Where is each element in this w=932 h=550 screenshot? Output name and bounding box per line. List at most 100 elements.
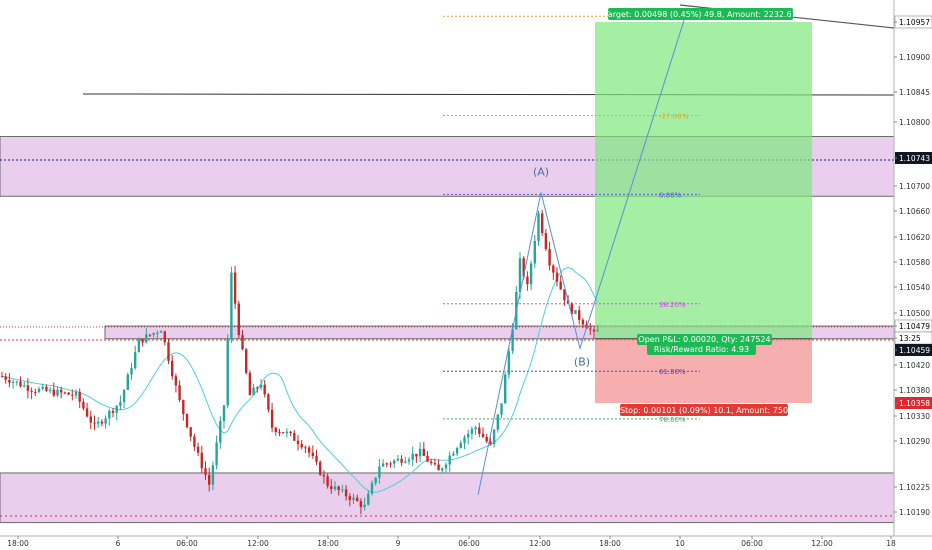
candle-body xyxy=(448,455,451,465)
stop-label: Stop: 0.00101 (0.09%) 10.1, Amount: 750 xyxy=(620,406,788,415)
candle-body xyxy=(322,474,326,477)
wave-label: (B) xyxy=(574,355,590,368)
candle-body xyxy=(226,339,229,406)
candle-body xyxy=(330,486,333,490)
candle-body xyxy=(60,389,63,393)
candle-body xyxy=(500,403,503,415)
candle-body xyxy=(230,272,233,340)
candle-body xyxy=(570,303,573,314)
candle-body xyxy=(130,368,133,375)
price-tick-8: 1.10580 xyxy=(899,258,930,267)
candle-body xyxy=(296,440,300,445)
candle-body xyxy=(544,233,548,250)
candle-body xyxy=(23,385,26,387)
price-tick-16: 1.10358 xyxy=(899,399,930,408)
candle-body xyxy=(8,379,11,383)
candle-body xyxy=(100,421,104,424)
time-tick-1: 6 xyxy=(116,539,121,548)
time-axis[interactable]: 18:00 6 06:00 12:00 18:00 9 06:00 12:00 18:00 10 0… xyxy=(0,535,932,550)
candle-body xyxy=(78,391,81,402)
price-tick-2: 1.10845 xyxy=(899,88,930,97)
candle-body xyxy=(315,456,318,462)
candle-body xyxy=(4,376,7,380)
candle-body xyxy=(252,387,255,396)
wave-label: (A) xyxy=(533,165,549,178)
candle-body xyxy=(182,400,185,414)
time-tick-8: 18:00 xyxy=(599,539,621,548)
candle-body xyxy=(359,501,363,508)
fib-label-3: 38.20% xyxy=(659,301,686,309)
candle-body xyxy=(119,402,122,406)
candle-body xyxy=(282,432,285,434)
price-tick-11: 1.10479 xyxy=(899,322,930,331)
price-tick-12: 13:25 xyxy=(899,334,921,343)
moving-average-line xyxy=(1,266,599,493)
candle-body xyxy=(467,433,470,438)
candle-body xyxy=(19,381,22,387)
price-axis[interactable]: 1.10957 1.10900 1.10845 1.10800 1.10743 1.107… xyxy=(893,0,932,536)
candle-body xyxy=(267,394,270,410)
candle-body xyxy=(174,376,178,386)
candle-body xyxy=(241,335,244,350)
time-tick-3: 12:00 xyxy=(247,539,269,548)
candle-body xyxy=(537,213,540,241)
candle-body xyxy=(263,384,266,395)
candle-body xyxy=(11,381,15,383)
candle-body xyxy=(504,374,507,404)
candle-body xyxy=(393,460,396,464)
candle-body xyxy=(385,463,388,465)
time-tick-0: 18:00 xyxy=(7,539,29,548)
candle-body xyxy=(15,381,18,383)
candle-body xyxy=(163,331,166,343)
target-label: Target: 0.00498 (0.45%) 49.8, Amount: 22… xyxy=(603,10,796,19)
candle-body xyxy=(552,265,555,273)
price-tick-4: 1.10743 xyxy=(899,154,930,163)
candle-body xyxy=(248,372,252,396)
candle-body xyxy=(411,453,414,460)
candle-body xyxy=(274,427,277,432)
price-tick-9: 1.10540 xyxy=(899,283,930,292)
candle-body xyxy=(426,455,429,462)
time-axis-bg xyxy=(0,536,932,550)
time-tick-2: 06:00 xyxy=(176,539,198,548)
candle-body xyxy=(526,276,529,285)
candle-body xyxy=(222,405,226,422)
candle-body xyxy=(319,461,322,475)
candle-body xyxy=(441,468,444,471)
candle-body xyxy=(367,493,370,505)
candle-body xyxy=(404,461,407,463)
candle-body xyxy=(415,453,418,457)
time-tick-11: 12:00 xyxy=(811,539,833,548)
long-position-tool[interactable] xyxy=(595,22,812,403)
candle-body xyxy=(156,332,159,334)
price-tag-bg-13 xyxy=(895,344,932,356)
candle-body xyxy=(74,391,78,396)
stop-label-box xyxy=(620,404,788,416)
candle-body xyxy=(34,391,37,393)
candle-body xyxy=(211,465,215,485)
price-tick-20: 1.10190 xyxy=(899,508,930,517)
candle-body xyxy=(378,466,381,478)
candle-body xyxy=(481,433,485,438)
candle-body xyxy=(300,444,303,448)
candle-body xyxy=(333,486,337,490)
time-tick-7: 12:00 xyxy=(529,539,551,548)
candle-body xyxy=(145,334,148,343)
price-tick-1: 1.10900 xyxy=(899,53,930,62)
time-tick-12: 18 xyxy=(886,539,896,548)
candle-body xyxy=(511,329,514,351)
candle-body xyxy=(444,464,448,469)
candle-body xyxy=(0,376,4,378)
candle-body xyxy=(548,249,551,266)
candle-body xyxy=(196,446,200,453)
candle-body xyxy=(63,392,67,394)
candle-body xyxy=(381,463,385,467)
rr-label: Risk/Reward Ratio: 4.93 xyxy=(654,345,749,354)
time-tick-9: 10 xyxy=(675,539,685,548)
candle-body xyxy=(430,461,433,464)
candle-body xyxy=(45,386,48,391)
candle-body xyxy=(171,360,174,377)
candle-body xyxy=(108,410,111,419)
price-axis-bg xyxy=(894,0,932,536)
